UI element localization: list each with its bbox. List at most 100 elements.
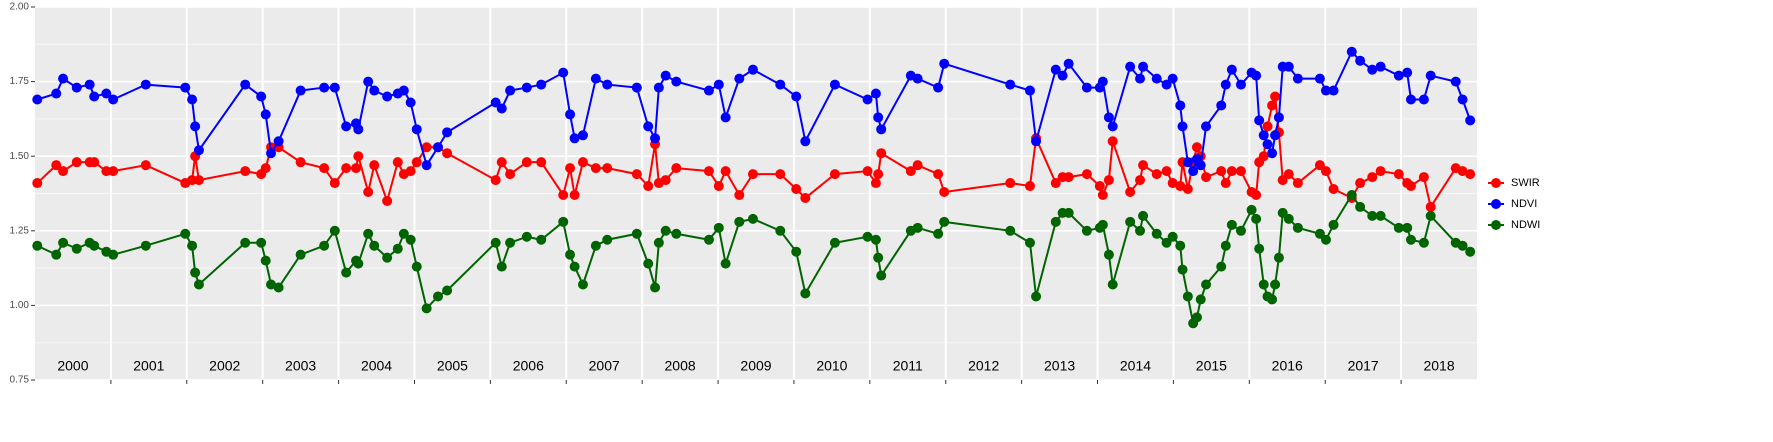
point (873, 252, 884, 263)
point (650, 133, 661, 144)
point (421, 142, 432, 153)
year-label: 2012 (968, 358, 999, 374)
point (1125, 61, 1136, 72)
point (58, 237, 69, 248)
point (382, 195, 393, 206)
point (800, 192, 811, 203)
point (631, 169, 642, 180)
point (747, 169, 758, 180)
point (32, 94, 43, 105)
point (521, 231, 532, 242)
point (720, 258, 731, 269)
point (108, 166, 119, 177)
point (1125, 216, 1136, 227)
legend-label: NDVI (1511, 198, 1537, 210)
point (791, 246, 802, 257)
point (329, 82, 340, 93)
point (1425, 70, 1436, 81)
point (791, 91, 802, 102)
point (84, 79, 95, 90)
point (939, 216, 950, 227)
point (266, 279, 277, 290)
point (653, 82, 664, 93)
point (558, 189, 569, 200)
point (341, 267, 352, 278)
point (1425, 210, 1436, 221)
point (411, 261, 422, 272)
point (1031, 291, 1042, 302)
point (32, 240, 43, 251)
point (1283, 61, 1294, 72)
year-label: 2002 (209, 358, 240, 374)
point (256, 237, 267, 248)
year-label: 2013 (1044, 358, 1075, 374)
point (89, 91, 100, 102)
point (1258, 130, 1269, 141)
year-label: 2010 (816, 358, 847, 374)
point (1457, 166, 1468, 177)
point (671, 163, 682, 174)
point (1393, 70, 1404, 81)
point (643, 121, 654, 132)
point (1167, 73, 1178, 84)
point (1405, 181, 1416, 192)
point (713, 222, 724, 233)
point (1103, 175, 1114, 186)
point (775, 79, 786, 90)
point (1270, 91, 1281, 102)
point (912, 73, 923, 84)
point (1346, 46, 1357, 57)
point (51, 88, 62, 99)
point (1320, 166, 1331, 177)
year-label: 2008 (665, 358, 696, 374)
point (51, 160, 62, 171)
point (660, 225, 671, 236)
point (876, 124, 887, 135)
point (1251, 70, 1262, 81)
point (363, 76, 374, 87)
point (1063, 207, 1074, 218)
point (1346, 189, 1357, 200)
point (577, 279, 588, 290)
point (1050, 216, 1061, 227)
point (329, 178, 340, 189)
point (1320, 234, 1331, 245)
point (1314, 73, 1325, 84)
point (1270, 130, 1281, 141)
point (829, 237, 840, 248)
point (876, 270, 887, 281)
point (1320, 85, 1331, 96)
point (108, 94, 119, 105)
point (1283, 213, 1294, 224)
point (295, 157, 306, 168)
point (1393, 169, 1404, 180)
point (734, 216, 745, 227)
point (558, 216, 569, 227)
point (1135, 175, 1146, 186)
year-label: 2004 (361, 358, 392, 374)
point (569, 189, 580, 200)
point (1457, 240, 1468, 251)
point (1182, 291, 1193, 302)
point (1375, 166, 1386, 177)
point (319, 163, 330, 174)
point (747, 213, 758, 224)
point (260, 255, 271, 266)
point (1005, 225, 1016, 236)
point (536, 157, 547, 168)
point (89, 240, 100, 251)
point (193, 279, 204, 290)
point (71, 82, 82, 93)
point (1375, 61, 1386, 72)
point (496, 103, 507, 114)
point (1251, 213, 1262, 224)
point (187, 175, 198, 186)
point (800, 136, 811, 147)
point (1450, 76, 1461, 87)
point (1355, 201, 1366, 212)
point (1177, 264, 1188, 275)
point (660, 70, 671, 81)
year-label: 2017 (1348, 358, 1379, 374)
point (1107, 279, 1118, 290)
point (1151, 169, 1162, 180)
